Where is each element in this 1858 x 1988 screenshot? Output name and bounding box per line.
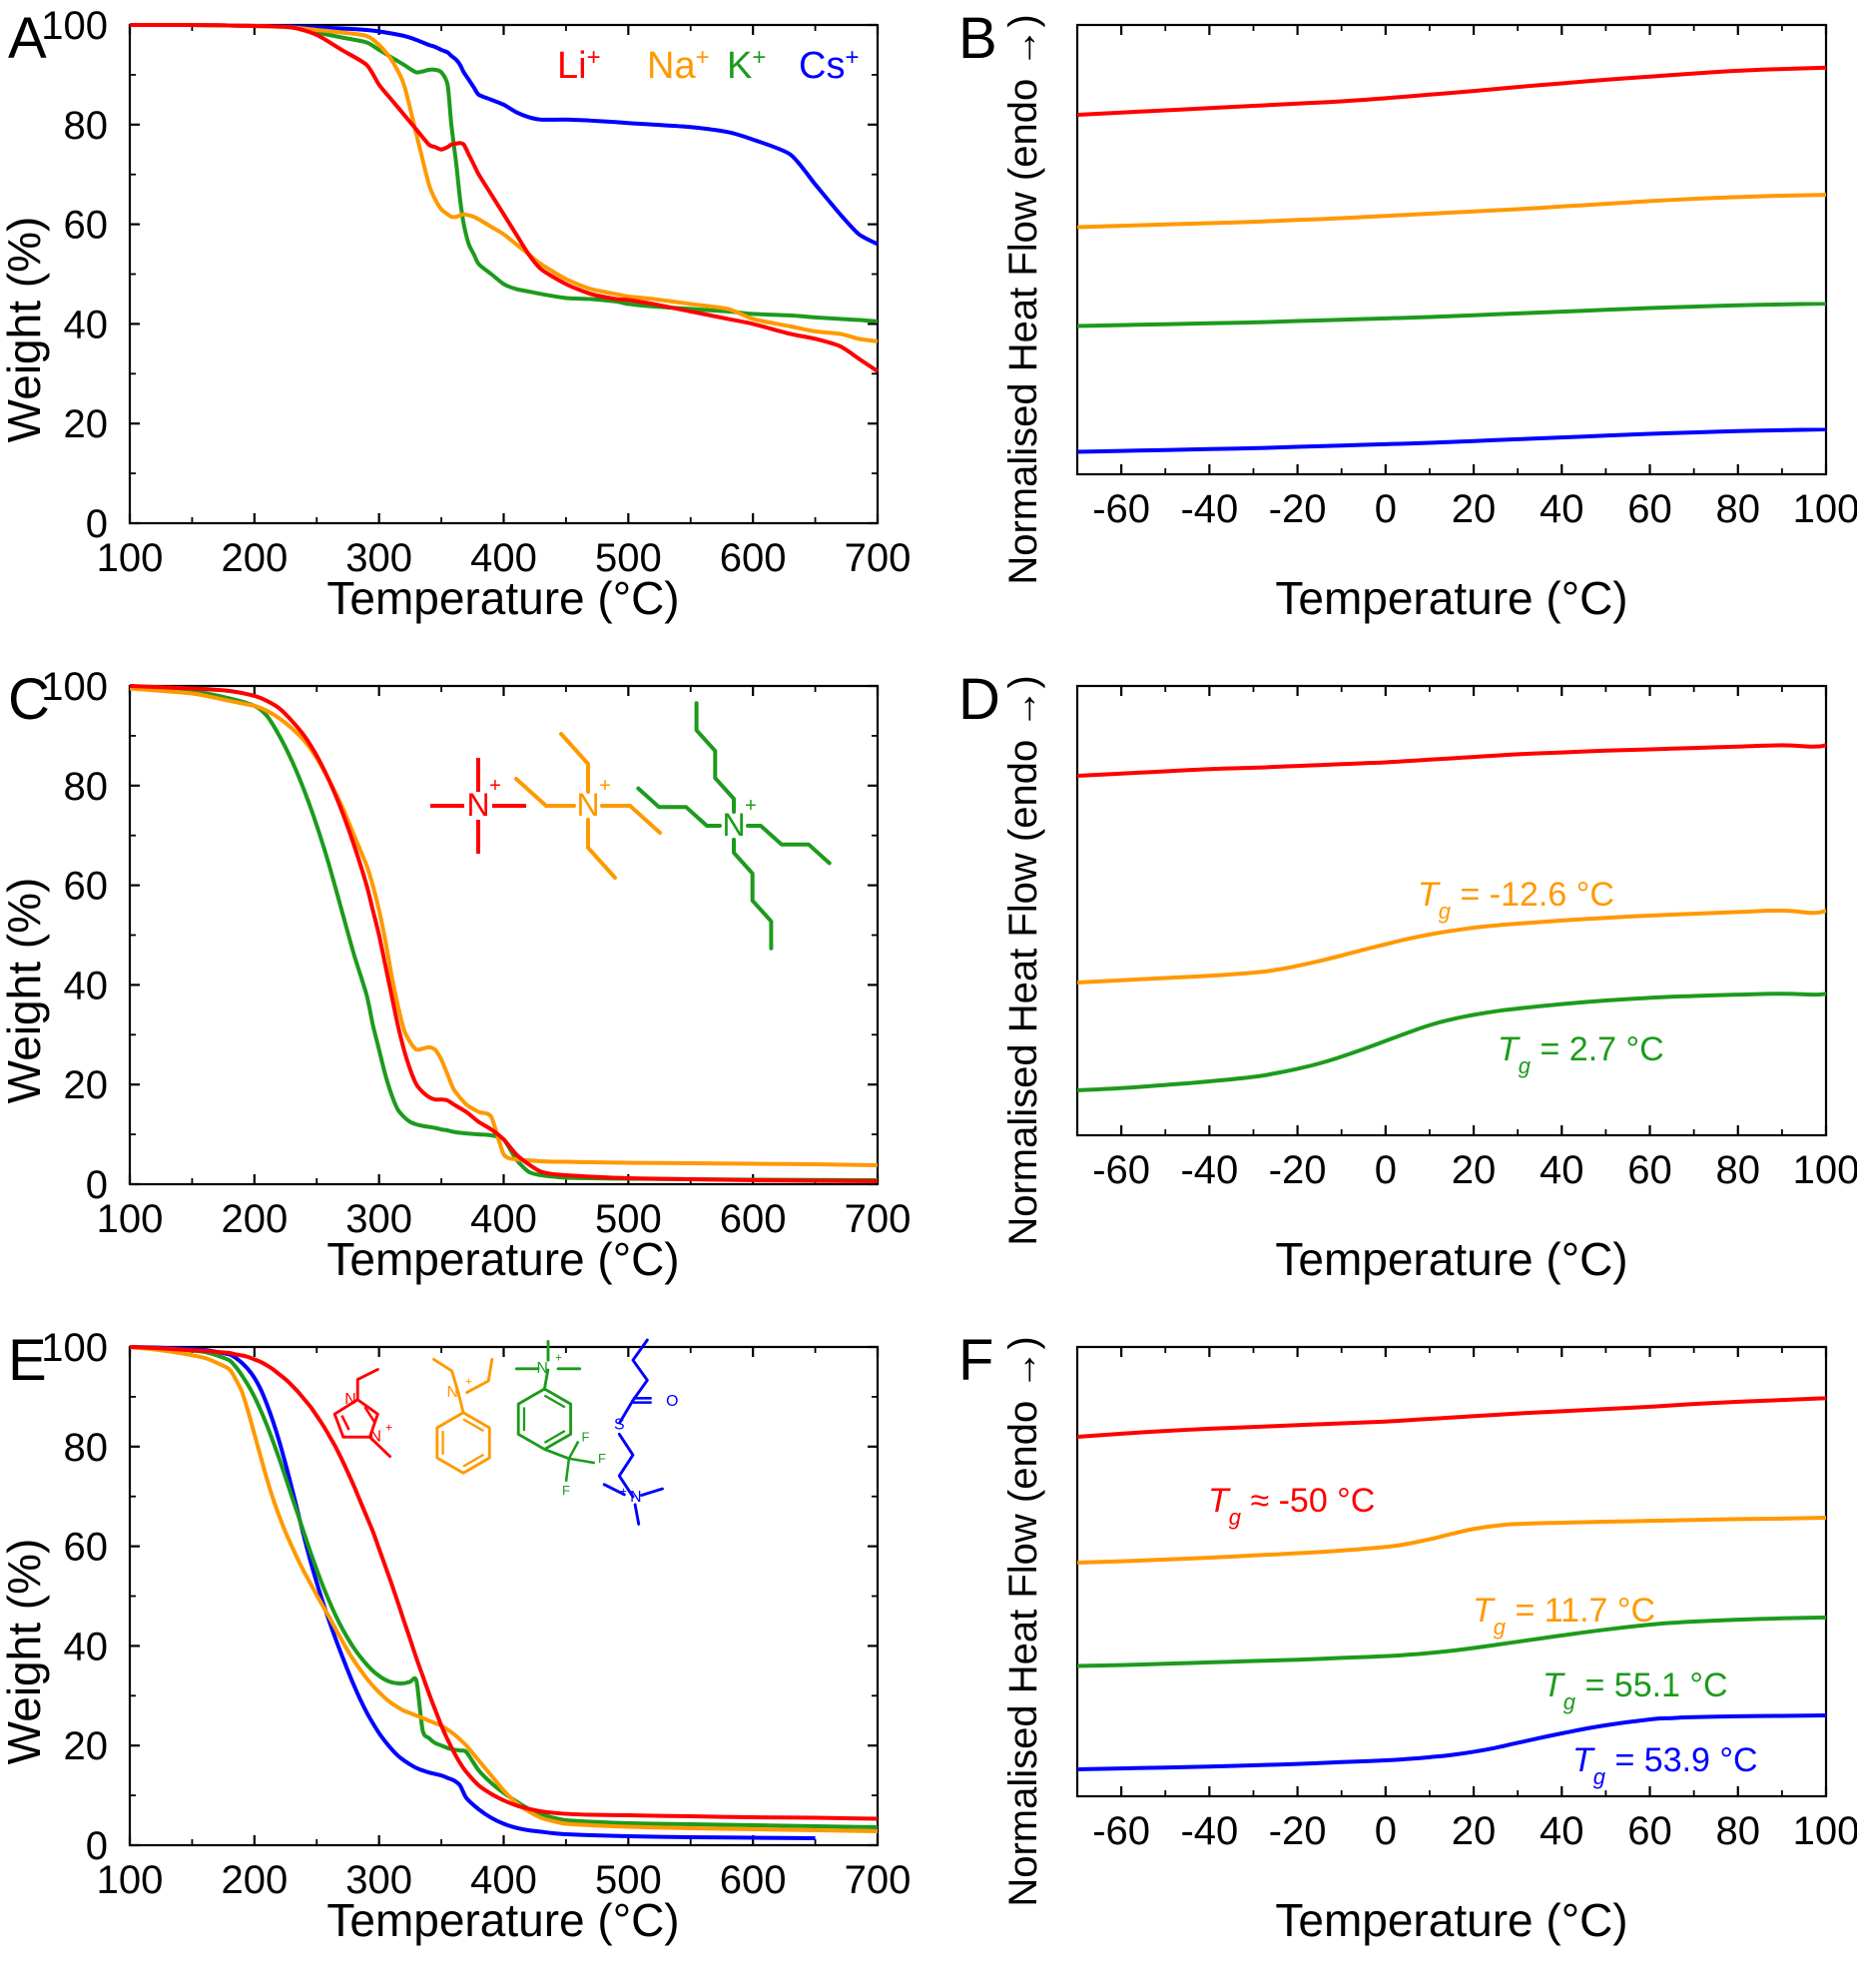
svg-text:N: N (344, 1391, 355, 1408)
svg-text:200: 200 (221, 536, 288, 580)
svg-text:+: + (599, 775, 611, 797)
svg-text:Cs+: Cs+ (799, 44, 859, 88)
svg-text:Weight (%): Weight (%) (0, 878, 50, 1104)
svg-text:F: F (581, 1430, 589, 1445)
svg-text:0: 0 (1375, 1148, 1397, 1192)
svg-text:Normalised Heat Flow (endo →): Normalised Heat Flow (endo →) (1001, 675, 1045, 1245)
svg-text:-40: -40 (1180, 487, 1238, 531)
svg-text:100: 100 (1793, 487, 1857, 531)
svg-text:K+: K+ (727, 44, 766, 88)
svg-text:0: 0 (86, 502, 108, 546)
svg-text:-40: -40 (1180, 1809, 1238, 1853)
svg-text:Li+: Li+ (557, 44, 601, 88)
svg-text:20: 20 (1452, 1809, 1497, 1853)
svg-text:Temperature (°C): Temperature (°C) (1275, 1894, 1627, 1946)
svg-text:Tg = 53.9 °C: Tg = 53.9 °C (1572, 1741, 1758, 1789)
svg-text:40: 40 (64, 964, 109, 1007)
svg-text:0: 0 (86, 1824, 108, 1868)
svg-text:N: N (576, 787, 599, 823)
svg-text:700: 700 (845, 536, 912, 580)
svg-text:600: 600 (720, 536, 787, 580)
svg-text:600: 600 (720, 1197, 787, 1241)
svg-text:20: 20 (64, 1724, 109, 1768)
svg-text:60: 60 (1627, 1148, 1672, 1192)
svg-text:40: 40 (1540, 1148, 1584, 1192)
svg-text:-60: -60 (1092, 1148, 1150, 1192)
svg-text:40: 40 (64, 303, 109, 346)
svg-text:B: B (958, 6, 997, 71)
svg-text:60: 60 (64, 204, 109, 248)
svg-text:40: 40 (1540, 487, 1584, 531)
svg-text:0: 0 (86, 1163, 108, 1207)
svg-text:40: 40 (64, 1625, 109, 1668)
svg-text:+: + (620, 1487, 627, 1499)
svg-text:700: 700 (845, 1197, 912, 1241)
svg-text:F: F (562, 1483, 570, 1498)
svg-text:600: 600 (720, 1858, 787, 1902)
svg-text:Weight (%): Weight (%) (0, 1539, 50, 1765)
svg-text:+: + (555, 1353, 562, 1365)
svg-text:60: 60 (64, 865, 109, 909)
svg-text:20: 20 (1452, 1148, 1497, 1192)
svg-text:200: 200 (221, 1197, 288, 1241)
svg-text:80: 80 (64, 104, 109, 148)
svg-text:20: 20 (64, 1063, 109, 1107)
svg-text:Tg = 11.7 °C: Tg = 11.7 °C (1473, 1592, 1655, 1640)
svg-text:Weight (%): Weight (%) (0, 217, 50, 443)
svg-text:+: + (745, 795, 757, 817)
svg-text:Tg = 2.7 °C: Tg = 2.7 °C (1498, 1030, 1664, 1078)
svg-text:20: 20 (64, 402, 109, 446)
svg-text:-20: -20 (1269, 1809, 1327, 1853)
svg-text:F: F (958, 1328, 993, 1393)
svg-text:Temperature (°C): Temperature (°C) (326, 1894, 679, 1946)
svg-text:-60: -60 (1092, 487, 1150, 531)
svg-text:Temperature (°C): Temperature (°C) (1275, 1233, 1627, 1285)
svg-text:+: + (489, 775, 501, 797)
svg-text:80: 80 (1716, 487, 1761, 531)
svg-text:-40: -40 (1180, 1148, 1238, 1192)
svg-text:Tg ≈ -50 °C: Tg ≈ -50 °C (1208, 1482, 1375, 1530)
svg-text:80: 80 (64, 1426, 109, 1470)
svg-text:100: 100 (41, 1326, 108, 1370)
svg-text:N: N (722, 807, 745, 843)
svg-text:200: 200 (221, 1858, 288, 1902)
svg-text:80: 80 (1716, 1148, 1761, 1192)
svg-text:700: 700 (845, 1858, 912, 1902)
svg-text:N: N (537, 1360, 548, 1377)
svg-text:Normalised Heat Flow (endo →): Normalised Heat Flow (endo →) (1001, 1336, 1045, 1906)
svg-text:-20: -20 (1269, 1148, 1327, 1192)
svg-text:Temperature (°C): Temperature (°C) (326, 572, 679, 624)
svg-text:Tg = -12.6 °C: Tg = -12.6 °C (1418, 876, 1614, 924)
svg-text:D: D (958, 667, 1000, 732)
svg-text:100: 100 (1793, 1148, 1857, 1192)
svg-text:60: 60 (1627, 1809, 1672, 1853)
svg-text:N: N (466, 787, 489, 823)
svg-text:100: 100 (41, 4, 108, 48)
svg-text:S: S (614, 1416, 625, 1433)
svg-text:F: F (598, 1451, 606, 1466)
svg-text:Temperature (°C): Temperature (°C) (1275, 572, 1627, 624)
svg-text:0: 0 (1375, 487, 1397, 531)
svg-text:40: 40 (1540, 1809, 1584, 1853)
svg-text:80: 80 (64, 765, 109, 809)
svg-text:N: N (630, 1489, 641, 1506)
svg-text:60: 60 (64, 1526, 109, 1570)
svg-text:60: 60 (1627, 487, 1672, 531)
svg-text:-60: -60 (1092, 1809, 1150, 1853)
svg-text:O: O (666, 1393, 678, 1410)
svg-text:-20: -20 (1269, 487, 1327, 531)
svg-text:N: N (447, 1384, 458, 1401)
svg-text:N: N (369, 1429, 380, 1446)
svg-text:100: 100 (1793, 1809, 1857, 1853)
svg-text:+: + (465, 1376, 472, 1388)
svg-text:Normalised Heat Flow (endo →): Normalised Heat Flow (endo →) (1001, 14, 1045, 584)
svg-text:100: 100 (41, 665, 108, 709)
svg-text:80: 80 (1716, 1809, 1761, 1853)
svg-text:Na+: Na+ (647, 44, 710, 88)
svg-text:Tg = 55.1 °C: Tg = 55.1 °C (1543, 1666, 1728, 1714)
svg-text:Temperature (°C): Temperature (°C) (326, 1233, 679, 1285)
svg-text:0: 0 (1375, 1809, 1397, 1853)
svg-text:+: + (385, 1422, 392, 1434)
svg-text:20: 20 (1452, 487, 1497, 531)
